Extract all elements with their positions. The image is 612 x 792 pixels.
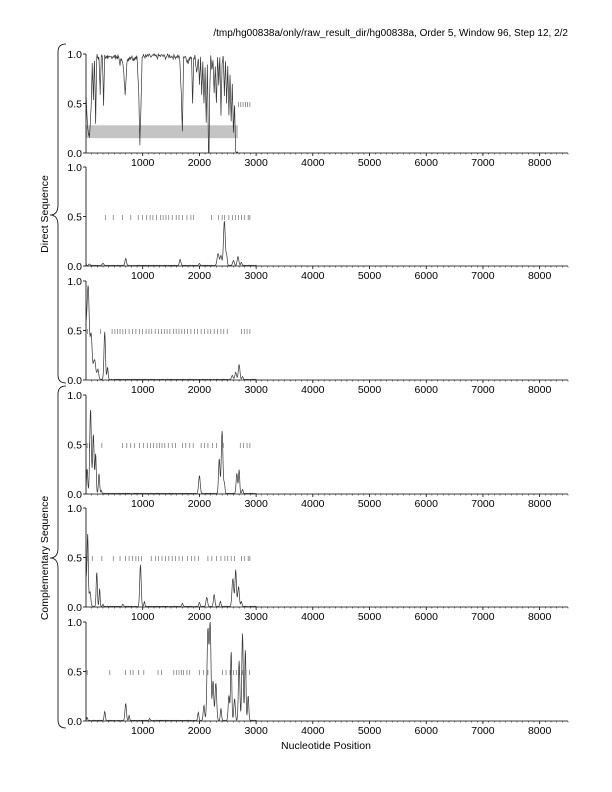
y-tick-label: 0.5 (67, 326, 82, 338)
signal-line (85, 52, 239, 154)
y-tick-label: 1.0 (67, 49, 82, 61)
y-tick-label: 1.0 (67, 617, 82, 629)
x-tick-label: 7000 (471, 270, 495, 282)
complementary-sequence-label: Complementary Sequence (39, 496, 51, 620)
x-tick-label: 2000 (188, 270, 212, 282)
x-tick-label: 8000 (528, 384, 552, 396)
x-tick-label: 1000 (131, 725, 155, 737)
x-tick-label: 6000 (415, 611, 439, 623)
signal-line (85, 534, 257, 608)
x-tick-label: 5000 (358, 270, 382, 282)
x-tick-label: 1000 (131, 498, 155, 510)
x-tick-label: 8000 (528, 157, 552, 169)
x-tick-label: 2000 (188, 725, 212, 737)
x-tick-label: 7000 (471, 498, 495, 510)
x-tick-label: 6000 (415, 498, 439, 510)
x-tick-label: 6000 (415, 157, 439, 169)
x-tick-label: 3000 (244, 611, 268, 623)
panel-6: 0.0 0.5 1.0 1000 2000 3000 4000 5000 6000 7000 800… (67, 617, 569, 737)
x-tick-label: 3000 (244, 498, 268, 510)
x-tick-label: 1000 (131, 270, 155, 282)
x-tick-label: 2000 (188, 384, 212, 396)
x-tick-label: 3000 (244, 270, 268, 282)
y-tick-label: 0.5 (67, 212, 82, 224)
x-tick-label: 7000 (471, 725, 495, 737)
x-tick-label: 8000 (528, 725, 552, 737)
signal-line (85, 410, 257, 495)
signal-line (85, 621, 257, 722)
y-tick-label: 0.5 (67, 99, 82, 111)
panel-3: 0.0 0.5 1.0 1000 2000 3000 4000 5000 6000 7000 800… (67, 276, 569, 396)
x-tick-label: 8000 (528, 498, 552, 510)
x-tick-label: 8000 (528, 611, 552, 623)
y-tick-label: 0.5 (67, 440, 82, 452)
signal-line (85, 285, 257, 381)
x-tick-label: 3000 (244, 384, 268, 396)
panel-5: 0.0 0.5 1.0 1000 2000 3000 4000 5000 6000 7000 800… (67, 503, 569, 623)
y-tick-label: 1.0 (67, 276, 82, 288)
complementary-brace (49, 385, 67, 729)
x-tick-label: 2000 (188, 157, 212, 169)
x-tick-label: 4000 (301, 270, 325, 282)
x-tick-label: 2000 (188, 498, 212, 510)
x-tick-label: 4000 (301, 157, 325, 169)
y-tick-label: 0.0 (67, 375, 82, 387)
panel-4: 0.0 0.5 1.0 1000 2000 3000 4000 5000 6000 7000 800… (67, 390, 569, 510)
x-tick-label: 1000 (131, 384, 155, 396)
x-tick-label: 3000 (244, 157, 268, 169)
direct-brace (49, 43, 67, 384)
y-tick-label: 0.5 (67, 553, 82, 565)
x-tick-label: 4000 (301, 611, 325, 623)
x-tick-label: 7000 (471, 384, 495, 396)
y-tick-label: 1.0 (67, 390, 82, 402)
x-tick-label: 4000 (301, 725, 325, 737)
y-tick-label: 0.0 (67, 148, 82, 160)
x-tick-label: 7000 (471, 157, 495, 169)
y-tick-label: 1.0 (67, 503, 82, 515)
x-tick-label: 5000 (358, 498, 382, 510)
x-tick-label: 5000 (358, 611, 382, 623)
x-tick-label: 5000 (358, 157, 382, 169)
x-tick-label: 7000 (471, 611, 495, 623)
y-tick-label: 0.5 (67, 667, 82, 679)
x-tick-label: 1000 (131, 157, 155, 169)
signal-line (85, 221, 257, 267)
x-tick-label: 4000 (301, 498, 325, 510)
highlight-band (86, 125, 238, 139)
y-tick-label: 1.0 (67, 162, 82, 174)
x-tick-label: 6000 (415, 270, 439, 282)
y-tick-label: 0.0 (67, 489, 82, 501)
x-axis-label: Nucleotide Position (281, 740, 371, 752)
x-tick-label: 3000 (244, 725, 268, 737)
x-tick-label: 6000 (415, 725, 439, 737)
x-tick-label: 2000 (188, 611, 212, 623)
panel-2: 0.0 0.5 1.0 1000 2000 3000 4000 5000 6000 7000 800… (67, 162, 569, 282)
x-tick-label: 1000 (131, 611, 155, 623)
x-tick-label: 5000 (358, 725, 382, 737)
panel-1: 0.0 0.5 1.0 1000 2000 3000 4000 5000 6000 7000 800… (67, 49, 569, 169)
y-tick-label: 0.0 (67, 716, 82, 728)
x-tick-label: 5000 (358, 384, 382, 396)
panel-group: 0.0 0.5 1.0 1000 2000 3000 4000 5000 6000 7000 800… (67, 49, 569, 737)
x-tick-label: 4000 (301, 384, 325, 396)
figure-header-path: /tmp/hg00838a/only/raw_result_dir/hg0083… (213, 28, 568, 39)
y-tick-label: 0.0 (67, 261, 82, 273)
direct-sequence-label: Direct Sequence (39, 175, 51, 253)
x-tick-label: 8000 (528, 270, 552, 282)
y-tick-label: 0.0 (67, 602, 82, 614)
x-tick-label: 6000 (415, 384, 439, 396)
